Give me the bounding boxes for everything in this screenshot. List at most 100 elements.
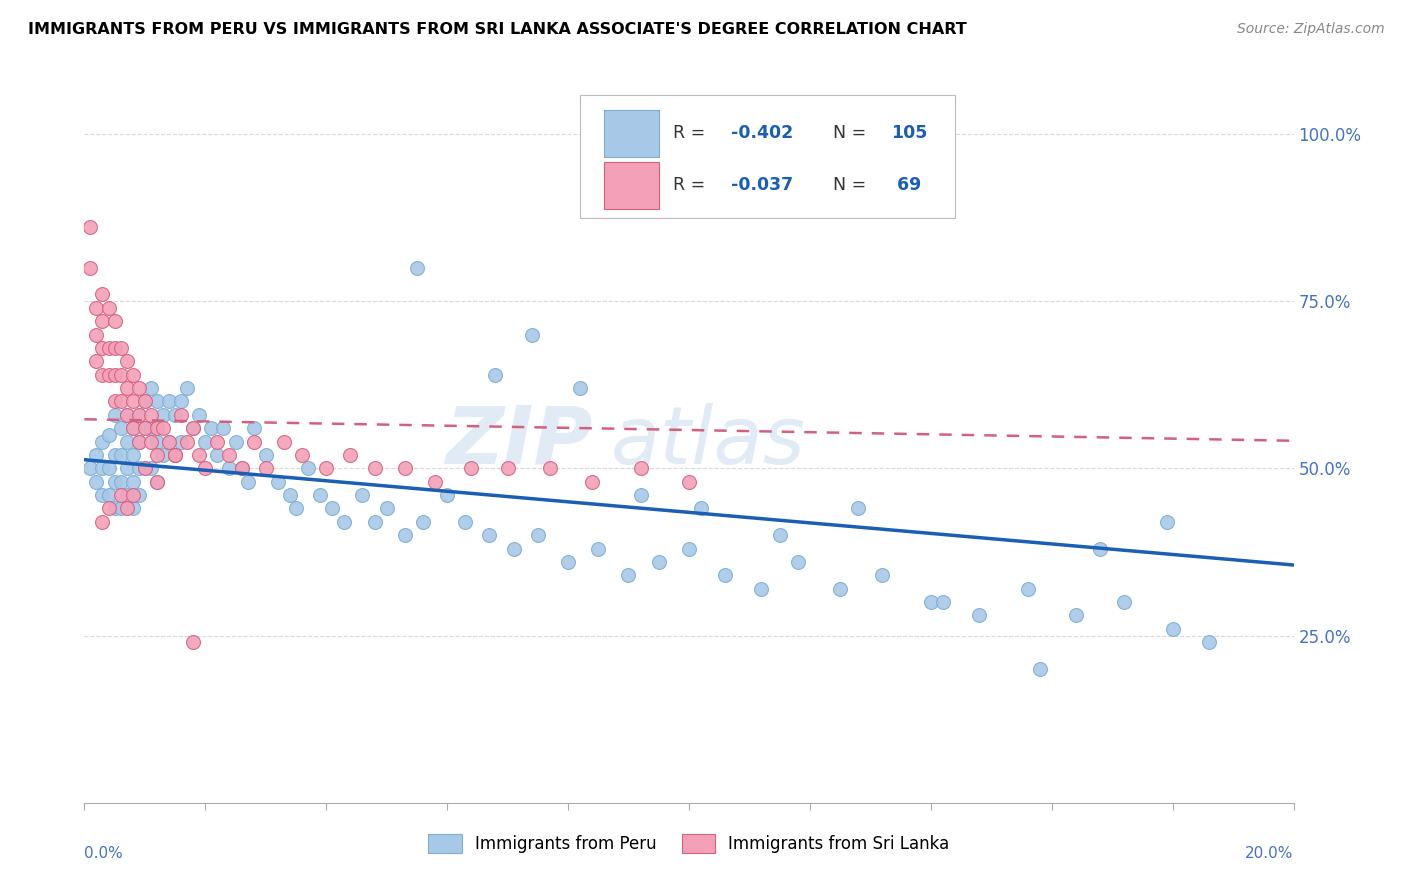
Point xyxy=(588,541,610,556)
Point xyxy=(520,327,543,342)
Point xyxy=(920,595,942,609)
Point xyxy=(97,368,120,382)
Point xyxy=(86,475,108,489)
Point xyxy=(91,341,114,355)
Point xyxy=(146,394,169,409)
Point xyxy=(423,475,446,489)
Point xyxy=(139,381,162,395)
Point xyxy=(139,461,162,475)
Point xyxy=(1156,515,1178,529)
Point xyxy=(231,461,253,475)
Point xyxy=(128,434,150,449)
Point xyxy=(236,475,259,489)
Point xyxy=(630,488,652,502)
Point xyxy=(254,461,277,475)
Point xyxy=(315,461,337,475)
Point xyxy=(648,555,671,569)
FancyBboxPatch shape xyxy=(581,95,955,218)
Point xyxy=(121,488,143,502)
Point xyxy=(91,314,114,328)
Point xyxy=(1114,595,1136,609)
Point xyxy=(170,394,193,409)
Point xyxy=(157,394,180,409)
Point xyxy=(333,515,356,529)
Point xyxy=(104,341,127,355)
Point xyxy=(932,595,955,609)
Point xyxy=(212,421,235,435)
Point xyxy=(157,434,180,449)
Text: atlas: atlas xyxy=(610,402,806,481)
Point xyxy=(121,394,143,409)
Point xyxy=(339,448,361,462)
Point xyxy=(617,568,640,582)
Point xyxy=(121,475,143,489)
Point xyxy=(115,408,138,422)
Point xyxy=(115,354,138,368)
Point xyxy=(86,327,108,342)
Point xyxy=(267,475,290,489)
Point xyxy=(139,408,162,422)
Point xyxy=(79,260,101,275)
Point xyxy=(86,301,108,315)
Point xyxy=(714,568,737,582)
Point xyxy=(872,568,894,582)
Point xyxy=(91,287,114,301)
Text: 69: 69 xyxy=(891,176,921,194)
Point xyxy=(97,301,120,315)
Text: R =: R = xyxy=(673,124,711,142)
Point xyxy=(363,461,385,475)
Point xyxy=(225,434,247,449)
Point xyxy=(128,488,150,502)
Point xyxy=(97,341,120,355)
Point xyxy=(363,515,385,529)
Point xyxy=(104,314,127,328)
Point xyxy=(128,381,150,395)
Point xyxy=(97,488,120,502)
Text: 105: 105 xyxy=(891,124,927,142)
Point xyxy=(139,421,162,435)
Point xyxy=(128,408,150,422)
Text: 0.0%: 0.0% xyxy=(84,847,124,861)
Text: -0.402: -0.402 xyxy=(731,124,793,142)
Point xyxy=(91,488,114,502)
Point xyxy=(321,501,343,516)
Point xyxy=(115,408,138,422)
Point xyxy=(200,421,222,435)
Point xyxy=(157,434,180,449)
Point xyxy=(79,220,101,235)
Point xyxy=(110,475,132,489)
Point xyxy=(630,461,652,475)
Point xyxy=(134,394,156,409)
Point xyxy=(128,434,150,449)
Point xyxy=(91,515,114,529)
Point xyxy=(1088,541,1111,556)
Point xyxy=(139,434,162,449)
Point xyxy=(165,448,187,462)
Point xyxy=(690,501,713,516)
Point xyxy=(146,421,169,435)
Point xyxy=(527,528,550,542)
Point xyxy=(115,501,138,516)
Point xyxy=(91,461,114,475)
Point xyxy=(496,461,519,475)
Point xyxy=(152,408,174,422)
Point xyxy=(1017,582,1039,596)
Point xyxy=(394,461,416,475)
Point xyxy=(309,488,332,502)
Point xyxy=(128,461,150,475)
Point xyxy=(176,381,198,395)
Point xyxy=(231,461,253,475)
Point xyxy=(297,461,319,475)
Point xyxy=(1028,662,1050,676)
Point xyxy=(152,448,174,462)
Point xyxy=(128,408,150,422)
Point xyxy=(146,448,169,462)
Text: R =: R = xyxy=(673,176,711,194)
Point xyxy=(86,354,108,368)
Point xyxy=(97,427,120,442)
Point xyxy=(146,475,169,489)
Point xyxy=(146,434,169,449)
Point xyxy=(110,448,132,462)
Text: 20.0%: 20.0% xyxy=(1246,847,1294,861)
Point xyxy=(115,488,138,502)
